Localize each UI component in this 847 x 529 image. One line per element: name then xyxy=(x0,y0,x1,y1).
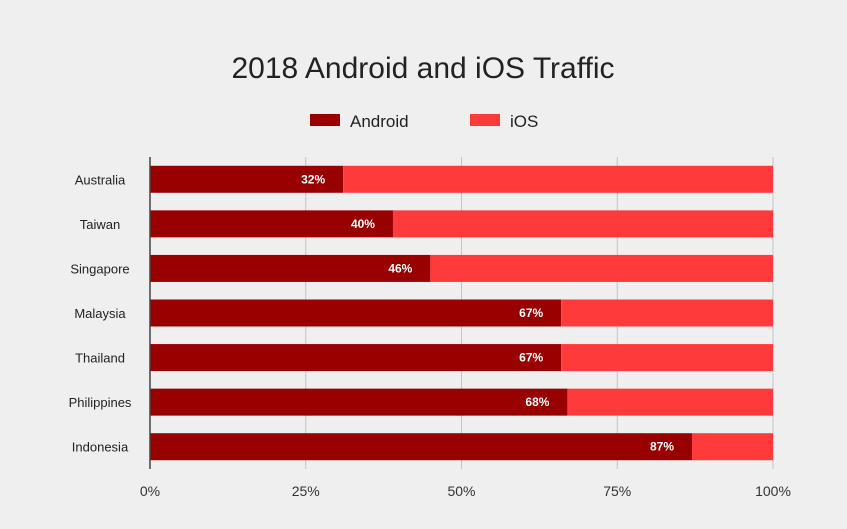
bar-android xyxy=(150,299,562,327)
bar-android xyxy=(150,210,393,238)
bar-ios xyxy=(567,388,773,416)
bar-ios xyxy=(430,254,773,282)
bar-android xyxy=(150,344,562,372)
bar-android xyxy=(150,254,431,282)
category-label: Taiwan xyxy=(80,217,120,232)
bar-ios xyxy=(343,165,773,193)
category-label: Singapore xyxy=(70,261,129,276)
x-tick-label: 25% xyxy=(292,483,320,499)
bar-data-label: 67% xyxy=(519,306,543,320)
bar-data-label: 32% xyxy=(301,172,325,186)
bar-data-label: 87% xyxy=(650,440,674,454)
legend-label-android: Android xyxy=(350,112,409,131)
x-tick-label: 0% xyxy=(140,483,160,499)
legend: Android iOS xyxy=(310,112,538,131)
chart-title: 2018 Android and iOS Traffic xyxy=(231,52,614,85)
bar-data-label: 46% xyxy=(388,261,412,275)
bar-data-label: 67% xyxy=(519,351,543,365)
bar-ios xyxy=(561,344,773,372)
category-label: Indonesia xyxy=(72,440,129,455)
bar-android xyxy=(150,433,693,461)
category-label: Australia xyxy=(75,172,126,187)
category-labels: Australia Taiwan Singapore Malaysia Thailand… xyxy=(69,172,132,454)
bar-data-label: 40% xyxy=(351,217,375,231)
legend-swatch-android xyxy=(310,114,340,126)
bar-ios xyxy=(561,299,773,327)
x-tick-label: 50% xyxy=(447,483,475,499)
bar-android xyxy=(150,165,344,193)
category-label: Malaysia xyxy=(74,306,126,321)
bar-ios xyxy=(692,433,773,461)
category-label: Thailand xyxy=(75,351,125,366)
bars: 32% 40% 46% 67% 67% 68% 87% xyxy=(150,165,773,461)
category-label: Philippines xyxy=(69,395,132,410)
legend-label-ios: iOS xyxy=(510,112,538,131)
legend-swatch-ios xyxy=(470,114,500,126)
bar-ios xyxy=(392,210,773,238)
x-axis-ticks: 0% 25% 50% 75% 100% xyxy=(140,483,791,499)
bar-data-label: 68% xyxy=(525,395,549,409)
x-tick-label: 75% xyxy=(603,483,631,499)
x-tick-label: 100% xyxy=(755,483,791,499)
bar-android xyxy=(150,388,568,416)
